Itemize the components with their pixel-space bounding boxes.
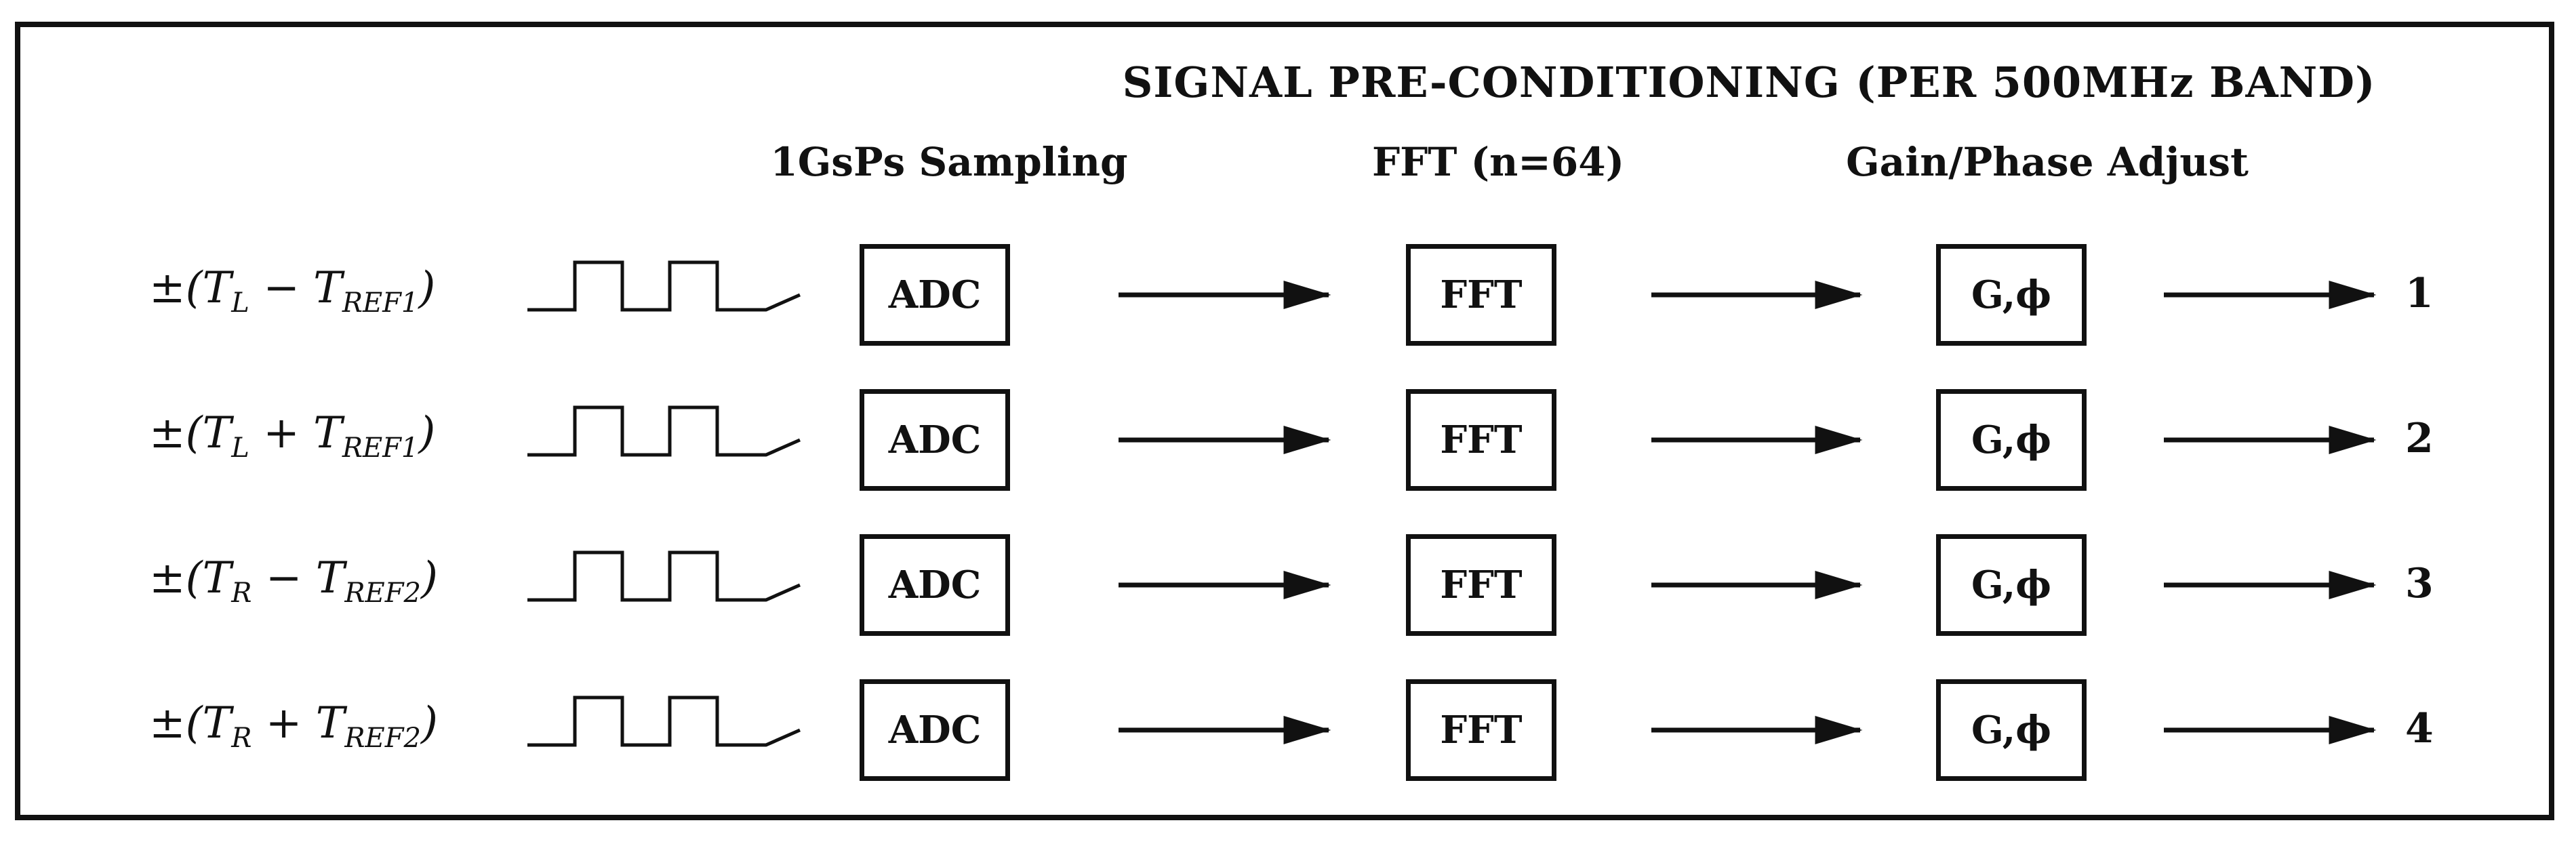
fft-block-2: FFT <box>1406 389 1556 491</box>
fft-block-4: FFT <box>1406 679 1556 781</box>
diagram-title: SIGNAL PRE-CONDITIONING (PER 500MHz BAND… <box>1122 58 2376 107</box>
header-gain-phase: Gain/Phase Adjust <box>1846 139 2249 185</box>
signal-label-3: ±(TR − TREF2) <box>149 553 438 609</box>
signal-label-2: ±(TL + TREF1) <box>149 408 436 464</box>
adc-block-1: ADC <box>860 244 1010 346</box>
gain-phase-block-1: G,ϕ <box>1936 244 2087 346</box>
clock-switch-wire-4 <box>527 696 801 747</box>
output-number-4: 4 <box>2405 705 2434 752</box>
header-sampling: 1GsPs Sampling <box>770 139 1128 185</box>
output-number-1: 1 <box>2405 270 2434 317</box>
clock-switch-wire-2 <box>527 405 801 457</box>
adc-block-3: ADC <box>860 534 1010 636</box>
signal-label-4: ±(TR + TREF2) <box>149 698 438 754</box>
gain-phase-block-4: G,ϕ <box>1936 679 2087 781</box>
gain-phase-block-2: G,ϕ <box>1936 389 2087 491</box>
signal-label-1: ±(TL − TREF1) <box>149 263 436 319</box>
clock-switch-wire-1 <box>527 260 801 312</box>
header-fft: FFT (n=64) <box>1371 139 1625 185</box>
gain-phase-block-3: G,ϕ <box>1936 534 2087 636</box>
adc-block-2: ADC <box>860 389 1010 491</box>
output-number-2: 2 <box>2405 415 2434 462</box>
clock-switch-wire-3 <box>527 550 801 602</box>
adc-block-4: ADC <box>860 679 1010 781</box>
diagram-frame <box>15 22 2554 820</box>
output-number-3: 3 <box>2405 560 2434 607</box>
fft-block-3: FFT <box>1406 534 1556 636</box>
fft-block-1: FFT <box>1406 244 1556 346</box>
